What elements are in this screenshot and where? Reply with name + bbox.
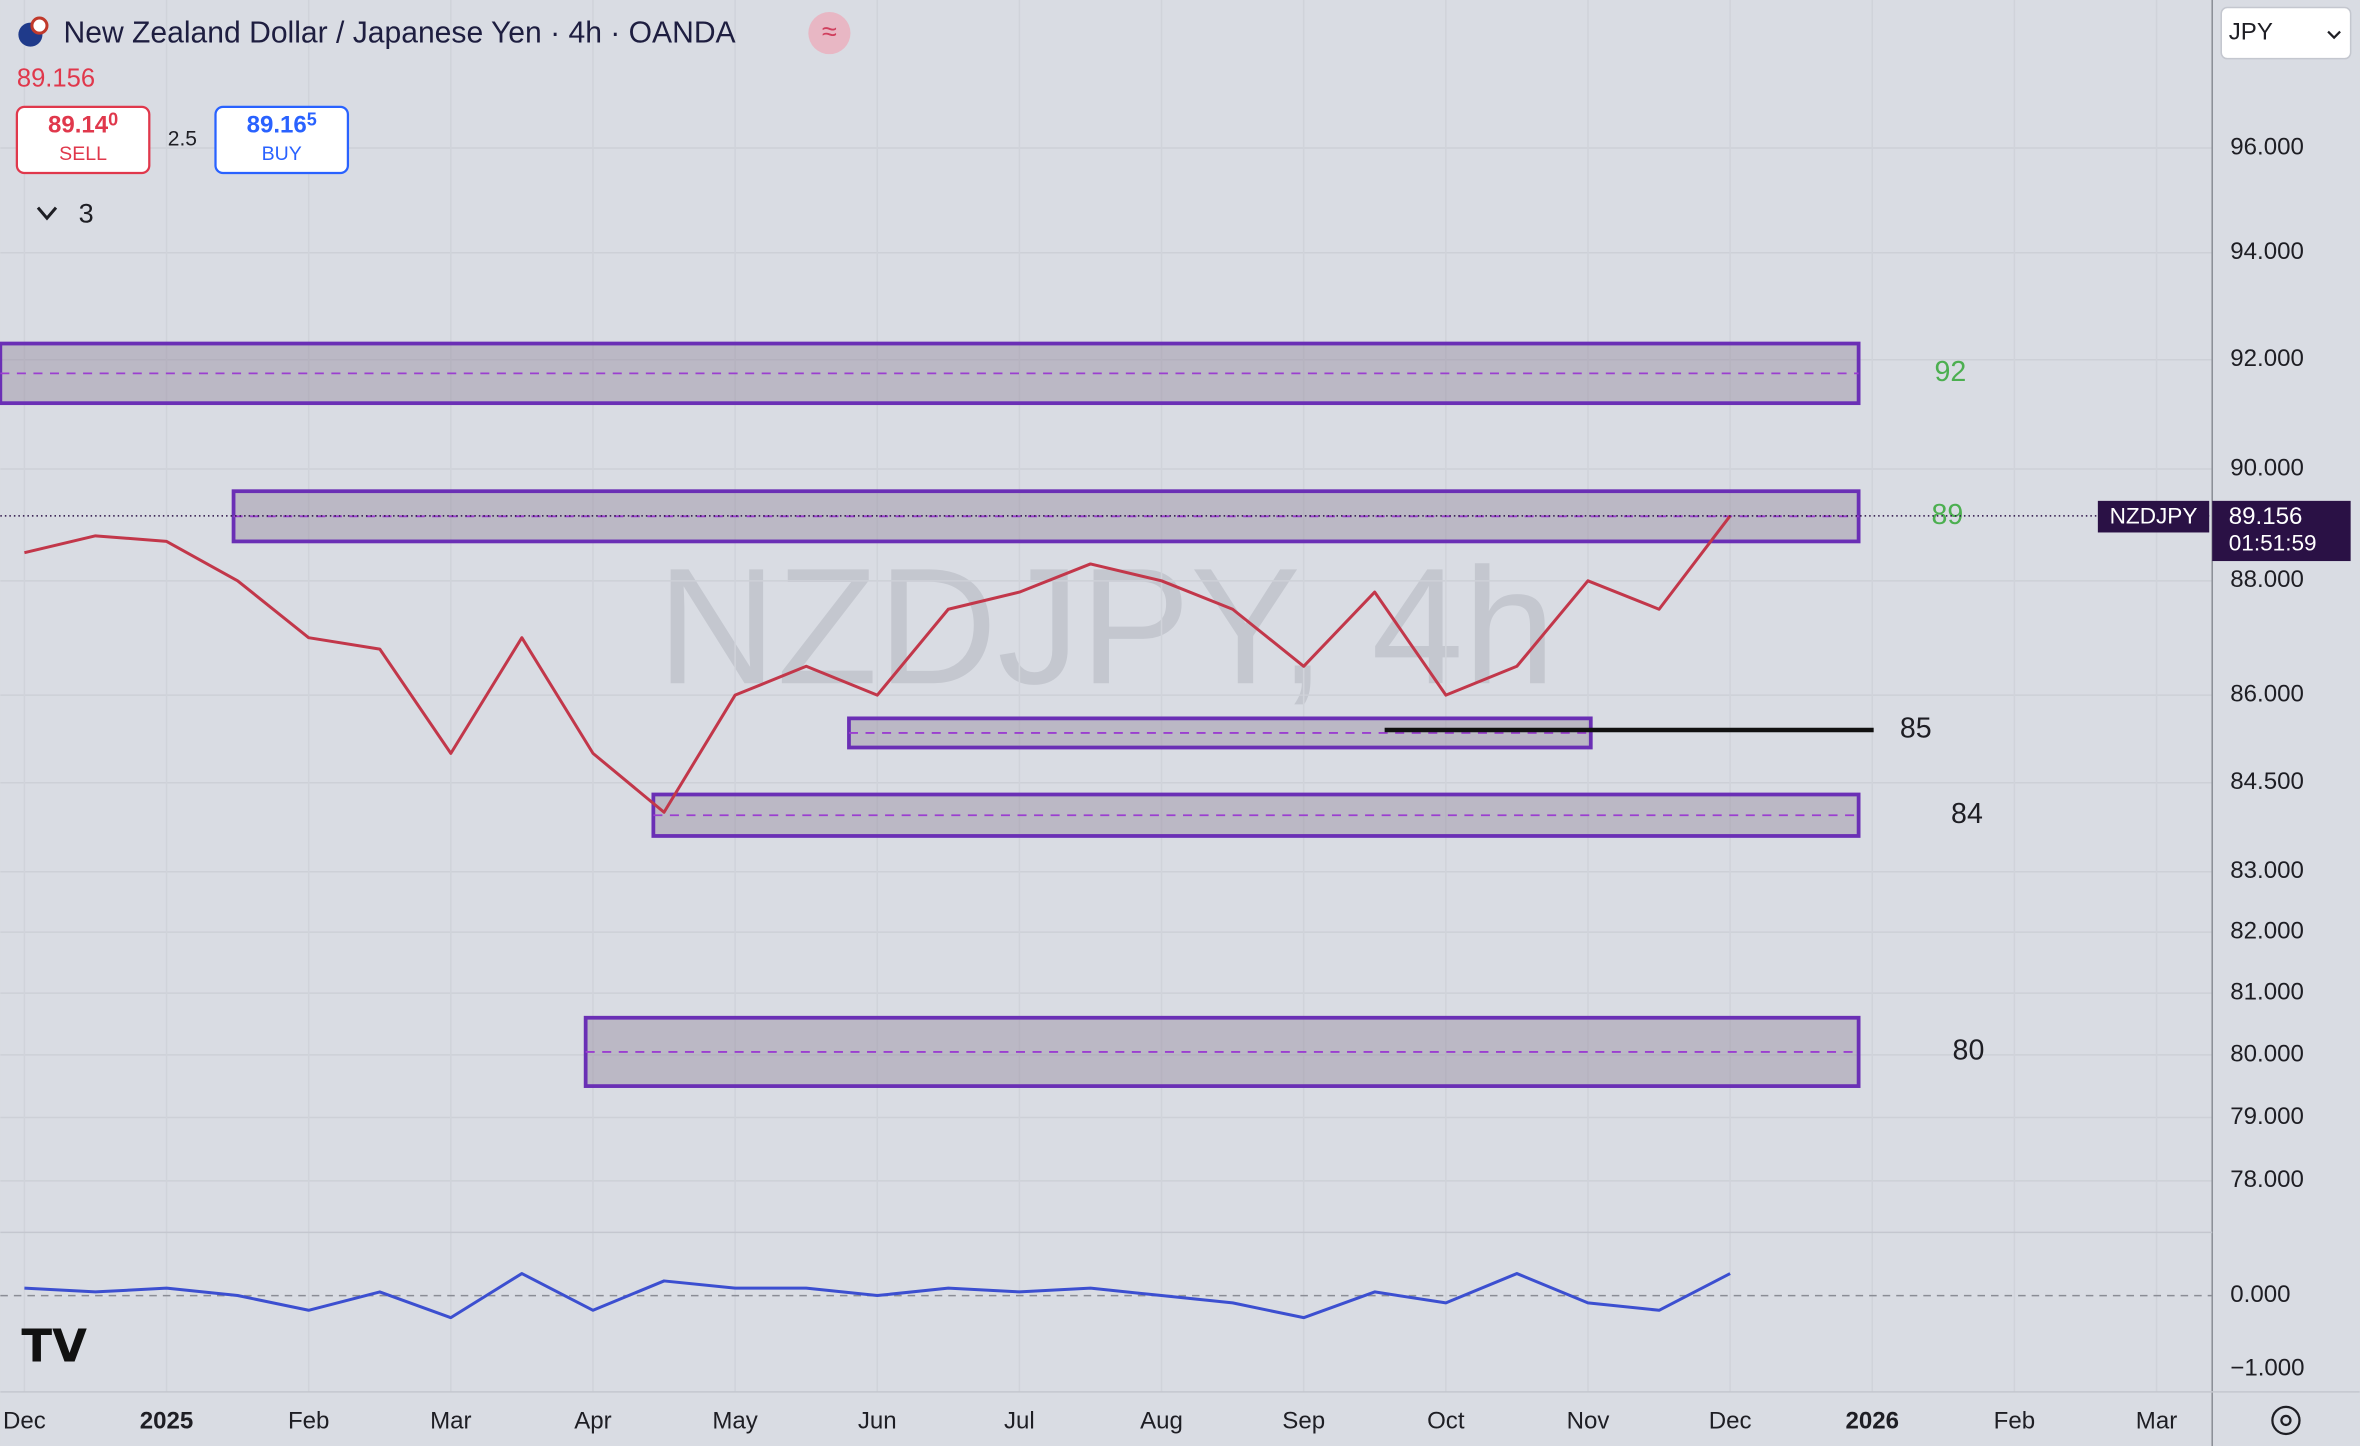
indicators-count[interactable]: 3 <box>79 197 94 228</box>
y-tick-label: 92.000 <box>2230 345 2304 372</box>
symbol-tag-label: NZDJPY <box>2110 503 2198 528</box>
dropdown-icon[interactable] <box>2327 30 2341 40</box>
x-tick-label: Sep <box>1282 1407 1325 1434</box>
price-line <box>24 515 1732 814</box>
x-tick-label: Jun <box>858 1407 897 1434</box>
x-tick-label: 2026 <box>1845 1407 1899 1434</box>
price-tag-value: 89.156 <box>2229 503 2303 530</box>
status-icon: ≈ <box>822 15 837 46</box>
x-tick-label: Feb <box>288 1407 329 1434</box>
logo: 𝗧𝗩 <box>21 1321 87 1372</box>
sell-button[interactable] <box>15 105 151 175</box>
y-tick-label: 88.000 <box>2230 566 2304 593</box>
y-tick-label: 0.000 <box>2230 1281 2290 1308</box>
x-tick-label: Oct <box>1427 1407 1465 1434</box>
y-tick-label: 83.000 <box>2230 857 2304 884</box>
zone-label: 84 <box>1951 798 1983 830</box>
x-tick-label: Dec <box>3 1407 46 1434</box>
x-tick-label: Mar <box>430 1407 471 1434</box>
y-tick-label: 82.000 <box>2230 917 2304 944</box>
collapse-icon[interactable] <box>36 206 58 221</box>
buy-label[interactable]: BUY <box>262 143 302 165</box>
x-tick-label: Dec <box>1709 1407 1752 1434</box>
y-tick-label: 86.000 <box>2230 681 2304 708</box>
y-tick-label: −1.000 <box>2230 1354 2304 1381</box>
settings-icon[interactable] <box>2271 1405 2301 1436</box>
status-icon <box>808 12 851 55</box>
x-tick-label: Jul <box>1004 1407 1035 1434</box>
buy-price-pip[interactable]: 5 <box>307 109 317 129</box>
spread: 2.5 <box>168 127 197 150</box>
x-tick-label: Aug <box>1140 1407 1183 1434</box>
buy-price[interactable]: 89.165 <box>247 109 317 139</box>
x-tick-label: Mar <box>2136 1407 2177 1434</box>
zone-label: 80 <box>1953 1034 1985 1066</box>
settings-icon[interactable] <box>2280 1414 2292 1427</box>
watermark: NZDJPY, 4h <box>657 534 1555 719</box>
y-tick-label: 80.000 <box>2230 1040 2304 1067</box>
y-tick-label: 78.000 <box>2230 1166 2304 1193</box>
symbol-tag <box>2097 500 2210 533</box>
x-tick-label: 2025 <box>140 1407 194 1434</box>
buy-button[interactable] <box>214 105 350 175</box>
y-tick-label: 96.000 <box>2230 133 2304 160</box>
instrument-title: New Zealand Dollar / Japanese Yen · 4h ·… <box>64 17 736 50</box>
x-tick-label: Nov <box>1567 1407 1610 1434</box>
x-tick-label: Feb <box>1994 1407 2035 1434</box>
x-tick-label: Apr <box>574 1407 611 1434</box>
y-tick-label: 90.000 <box>2230 454 2304 481</box>
level-label: 85 <box>1900 713 1932 745</box>
oscillator-line <box>24 1272 1731 1320</box>
y-tick-label: 84.500 <box>2230 768 2304 795</box>
x-tick-label: May <box>712 1407 757 1434</box>
sell-price-main[interactable]: 89.14 <box>48 112 109 139</box>
last-price: 89.156 <box>17 64 95 92</box>
zone-label: 89 <box>1931 499 1963 531</box>
sell-price[interactable]: 89.140 <box>48 109 118 139</box>
buy-price-main[interactable]: 89.16 <box>247 112 307 139</box>
price-tag <box>2212 500 2351 562</box>
currency-selector[interactable] <box>2220 6 2352 60</box>
y-tick-label: 79.000 <box>2230 1103 2304 1130</box>
flag-icon <box>30 16 49 35</box>
y-tick-label: 81.000 <box>2230 978 2304 1005</box>
zone-label: 92 <box>1934 356 1966 388</box>
price-tag-countdown: 01:51:59 <box>2229 530 2317 555</box>
sell-price-pip[interactable]: 0 <box>108 109 118 129</box>
sell-label[interactable]: SELL <box>59 143 107 165</box>
currency-label[interactable]: JPY <box>2229 18 2273 45</box>
y-tick-label: 94.000 <box>2230 238 2304 265</box>
